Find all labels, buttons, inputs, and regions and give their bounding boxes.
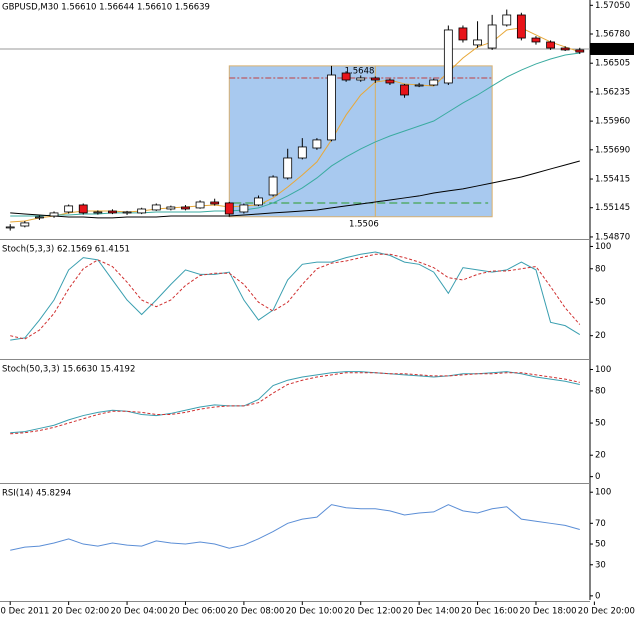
candle-body	[327, 74, 336, 141]
y-tick-label: 1.57050	[595, 1, 630, 11]
last-price-box	[590, 42, 634, 55]
candle-body	[20, 222, 30, 227]
indicator-line	[10, 504, 580, 551]
candle-body	[239, 204, 249, 213]
candle-body	[502, 14, 512, 26]
candle-body	[385, 79, 395, 84]
y-tick-label: 1.55960	[595, 117, 630, 127]
last-price-label: 1.56639	[593, 44, 632, 54]
x-tick-label: 20 Dec 08:00	[227, 607, 284, 617]
candle-body	[151, 204, 161, 211]
candle-body	[108, 210, 117, 214]
candle-body	[64, 205, 74, 213]
y-tick-label: 100	[595, 242, 611, 252]
y-tick-label: 80	[595, 386, 606, 396]
candle-body	[560, 47, 570, 51]
candle-body	[297, 146, 307, 159]
candle-body	[122, 211, 132, 214]
y-tick-label: 50	[595, 540, 606, 550]
y-tick-label: 70	[595, 519, 606, 529]
candle-body	[210, 201, 220, 205]
panel-title: RSI(14) 45.8294	[2, 489, 71, 499]
candle-body	[195, 201, 205, 209]
candle-body	[312, 139, 322, 149]
moving-average	[10, 52, 580, 217]
candle-body	[356, 77, 366, 81]
y-tick-label: 30	[595, 560, 606, 570]
y-tick-label: 80	[595, 264, 606, 274]
y-tick-label: 1.55415	[595, 175, 630, 185]
x-tick-label: 20 Dec 18:00	[519, 607, 576, 617]
panel-title: Stoch(5,3,3) 62.1569 61.4151	[2, 245, 130, 255]
candle-body	[93, 211, 103, 214]
candle-body	[414, 84, 424, 87]
y-tick-label: 0	[595, 472, 600, 482]
moving-average	[10, 27, 580, 223]
signal-line	[10, 253, 581, 340]
y-tick-label: 50	[595, 298, 606, 308]
box-top-label: 1.5648	[345, 66, 375, 76]
candle-body	[575, 49, 585, 53]
y-tick-label: 1.55145	[595, 203, 630, 213]
y-tick-label: 1.56780	[595, 30, 630, 40]
x-tick-label: 20 Dec 02:00	[52, 607, 109, 617]
x-tick-label: 20 Dec 12:00	[344, 607, 401, 617]
y-tick-label: 1.55690	[595, 145, 630, 155]
candle-body	[400, 84, 409, 96]
y-tick-label: 1.56235	[595, 87, 630, 97]
y-tick-label: 20	[595, 331, 606, 341]
candle-body	[370, 77, 380, 81]
x-tick-label: 20 Dec 04:00	[110, 607, 167, 617]
x-tick-label: 20 Dec 2011	[0, 607, 49, 617]
y-tick-label: 1.56505	[595, 59, 630, 69]
candle-body	[137, 208, 147, 214]
candle-body	[531, 37, 541, 43]
x-tick-label: 20 Dec 14:00	[403, 607, 460, 617]
panel-title: GBPUSD,M30 1.56610 1.56644 1.56610 1.566…	[2, 3, 210, 13]
signal-line	[10, 372, 580, 435]
y-tick-label: 1.54870	[595, 232, 630, 242]
y-tick-label: 20	[595, 451, 606, 461]
candle-body	[443, 29, 453, 84]
y-tick-label: 50	[595, 419, 606, 429]
panel-title: Stoch(50,3,3) 15.6630 15.4192	[2, 365, 135, 375]
candle-body	[5, 226, 15, 229]
candle-body	[429, 79, 439, 86]
candle-body	[341, 72, 351, 81]
candle-body	[516, 14, 526, 39]
y-tick-label: 0	[595, 591, 600, 601]
candle-body	[166, 206, 176, 210]
box-bottom-label: 1.5506	[349, 219, 379, 229]
candle-body	[49, 212, 59, 217]
candle-body	[254, 197, 263, 206]
indicator-line	[10, 371, 580, 434]
candle-body	[458, 27, 468, 41]
x-tick-label: 20 Dec 16:00	[461, 607, 518, 617]
candle-body	[283, 157, 293, 179]
candle-body	[35, 216, 44, 219]
x-tick-label: 20 Dec 10:00	[286, 607, 343, 617]
y-tick-label: 100	[595, 365, 611, 375]
candle-body	[181, 206, 190, 210]
moving-average	[10, 160, 580, 219]
x-tick-label: 20 Dec 06:00	[169, 607, 226, 617]
candle-body	[78, 204, 88, 214]
candle-body	[268, 176, 278, 196]
candle-body	[473, 39, 482, 46]
indicator-line	[10, 251, 581, 341]
x-tick-label: 20 Dec 20:00	[578, 607, 635, 617]
y-tick-label: 100	[595, 488, 611, 498]
candle-body	[546, 41, 555, 49]
candle-body	[487, 24, 497, 49]
candle-body	[224, 202, 234, 215]
